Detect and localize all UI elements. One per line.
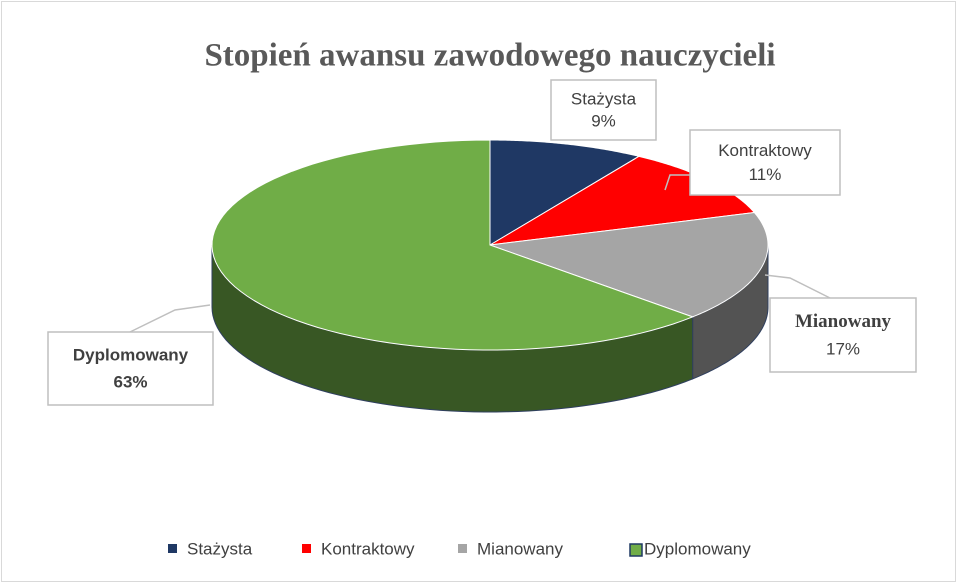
data-label-name: Dyplomowany — [73, 346, 189, 365]
leader-line — [129, 304, 211, 333]
chart-title: Stopień awansu zawodowego nauczycieli — [204, 38, 775, 74]
leader-line — [664, 174, 690, 191]
legend-label: Stażysta — [187, 539, 253, 558]
slice — [489, 212, 769, 318]
legend-marker — [168, 544, 177, 553]
legend-label: Kontraktowy — [321, 539, 415, 558]
label-box — [550, 79, 657, 141]
data-label-name: Stażysta — [571, 89, 637, 108]
data-label-value: 11% — [749, 165, 782, 184]
legend-marker — [458, 544, 467, 553]
legend-marker — [629, 543, 643, 557]
label-box — [689, 129, 841, 196]
data-label-name: Kontraktowy — [718, 141, 812, 160]
slice — [489, 139, 641, 246]
label-box — [47, 331, 214, 406]
legend-label: Dyplomowany — [644, 539, 751, 558]
data-label-value: 9% — [591, 111, 616, 130]
leader-line — [764, 274, 831, 299]
data-label-name: Mianowany — [795, 311, 892, 332]
slice — [211, 139, 695, 351]
legend-label: Mianowany — [477, 539, 563, 558]
label-box — [769, 297, 917, 373]
data-label-value: 63% — [113, 373, 147, 392]
data-label-value: 17% — [826, 339, 860, 358]
legend-marker — [302, 544, 311, 553]
